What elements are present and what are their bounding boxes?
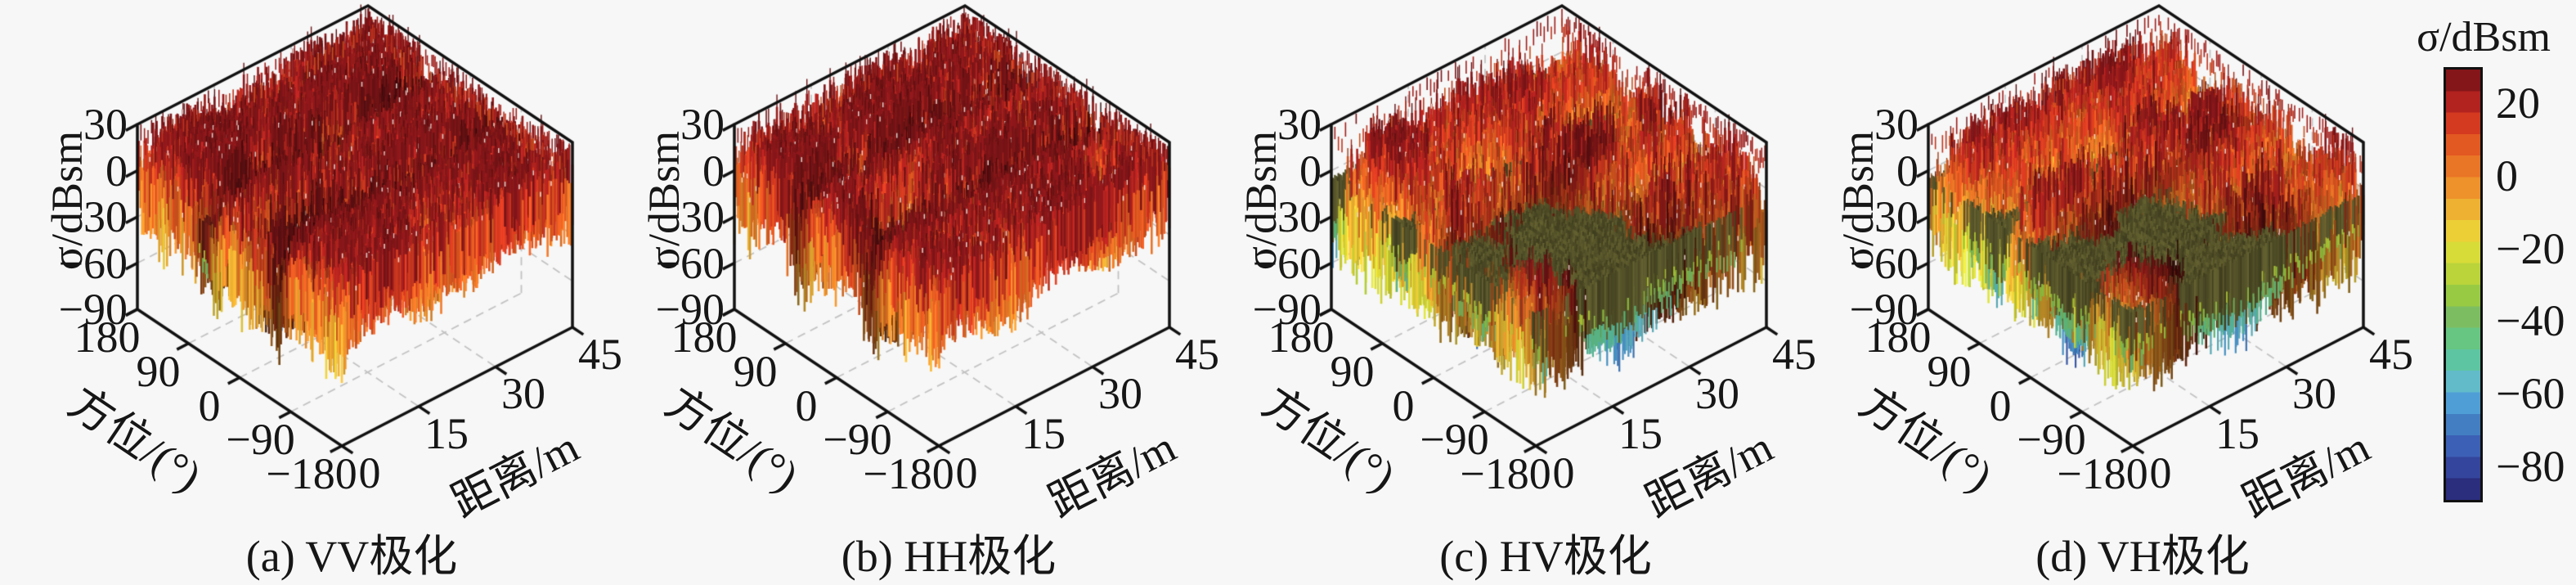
- plot-a-caption: (a) VV极化: [245, 532, 458, 581]
- plot-b-z-tick-label: 30: [680, 100, 725, 149]
- plot-d-range-tick-label: 15: [2215, 408, 2260, 458]
- plot-a-z-tick-label: 30: [83, 100, 128, 149]
- plot-b-range-tick-label: 45: [1175, 330, 1219, 379]
- plot-b-caption: (b) HH极化: [841, 532, 1057, 581]
- plot-d-azimuth-tick-label: 90: [1927, 346, 1972, 396]
- colorbar-tick-label: −80: [2496, 441, 2565, 491]
- plot-d-range-tick-label: 45: [2369, 330, 2413, 379]
- plot-b-azimuth-tick-label: 90: [733, 346, 778, 396]
- plot-a-range-tick-label: 30: [501, 369, 545, 419]
- plot-b-azimuth-tick-label: −180: [863, 449, 954, 498]
- plot-c-z-tick-label: −60: [1252, 238, 1322, 288]
- plot-b-azimuth-tick-label: 0: [795, 380, 818, 430]
- plot-c-azimuth-tick-label: −90: [1420, 415, 1489, 465]
- colorbar-tick-label: −60: [2496, 369, 2565, 418]
- plot-b-z-tick-label: −60: [655, 238, 725, 288]
- plot-a-z-tick-label: −60: [58, 238, 128, 288]
- plot-c-z-tick-label: 0: [1299, 146, 1322, 196]
- plot-b-z-tick-label: 0: [702, 146, 725, 196]
- plot-d-azimuth-tick-label: −90: [2017, 415, 2086, 465]
- plot-a-azimuth-tick-label: 90: [136, 346, 181, 396]
- colorbar-tick-label: 0: [2496, 151, 2518, 200]
- plot-c-range-tick-label: 15: [1618, 408, 1663, 458]
- plot-c-azimuth-tick-label: 0: [1392, 380, 1415, 430]
- colorbar-gradient: [2444, 67, 2483, 502]
- plot-b-z-tick-label: −30: [655, 192, 725, 241]
- plot-d-z-tick-label: 0: [1896, 146, 1919, 196]
- plot-d-azimuth-tick-label: 0: [1989, 380, 2012, 430]
- plot-a-z-tick-label: 0: [105, 146, 128, 196]
- plot-a-range-tick-label: 45: [578, 330, 622, 379]
- plot-d-caption: (d) VH极化: [2035, 532, 2250, 581]
- plot-b-range-tick-label: 15: [1021, 408, 1066, 458]
- plot-c-z-tick-label: 30: [1277, 100, 1322, 149]
- plot-a-range-tick-label: 15: [424, 408, 469, 458]
- plot-c-range-tick-label: 0: [1552, 448, 1575, 497]
- plot-d-z-tick-label: −60: [1849, 238, 1919, 288]
- plot-c-z-tick-label: −90: [1252, 285, 1322, 334]
- plot-a-z-tick-label: −90: [58, 285, 128, 334]
- colorbar-tick-label: −40: [2496, 296, 2565, 346]
- plot-c-azimuth-tick-label: −180: [1460, 449, 1551, 498]
- colorbar-tick-label: 20: [2496, 79, 2540, 128]
- plot-c-z-tick-label: −30: [1252, 192, 1322, 241]
- plot-c-range-tick-label: 45: [1772, 330, 1816, 379]
- plot-b-z-tick-label: −90: [655, 285, 725, 334]
- plot-a-z-tick-label: −30: [58, 192, 128, 241]
- plot-d-z-tick-label: −30: [1849, 192, 1919, 241]
- plot-b-azimuth-tick-label: −90: [823, 415, 892, 465]
- colorbar-title: σ/dBsm: [2417, 14, 2551, 61]
- plot-c-azimuth-tick-label: 180: [1268, 313, 1335, 362]
- plot-d-z-tick-label: 30: [1874, 100, 1919, 149]
- plot-b-range-tick-label: 0: [955, 448, 978, 497]
- plot-a-azimuth-tick-label: −180: [266, 449, 357, 498]
- plot-c-range-tick-label: 30: [1695, 369, 1739, 419]
- plot-d-range-tick-label: 30: [2292, 369, 2336, 419]
- plot-d-range-tick-label: 0: [2149, 448, 2172, 497]
- plot-a-azimuth-tick-label: −90: [226, 415, 295, 465]
- plot-d-azimuth-tick-label: −180: [2057, 449, 2148, 498]
- colorbar-tick-label: −20: [2496, 223, 2565, 273]
- plot-c-azimuth-tick-label: 90: [1330, 346, 1375, 396]
- plot-d-z-tick-label: −90: [1849, 285, 1919, 334]
- plot-c-caption: (c) HV极化: [1439, 532, 1652, 581]
- plot-a-azimuth-tick-label: 180: [74, 313, 141, 362]
- plot-d-azimuth-tick-label: 180: [1865, 313, 1932, 362]
- plot-b-range-tick-label: 30: [1098, 369, 1142, 419]
- plot-b-azimuth-tick-label: 180: [671, 313, 738, 362]
- plot-a-azimuth-tick-label: 0: [198, 380, 221, 430]
- plot-a-range-tick-label: 0: [358, 448, 381, 497]
